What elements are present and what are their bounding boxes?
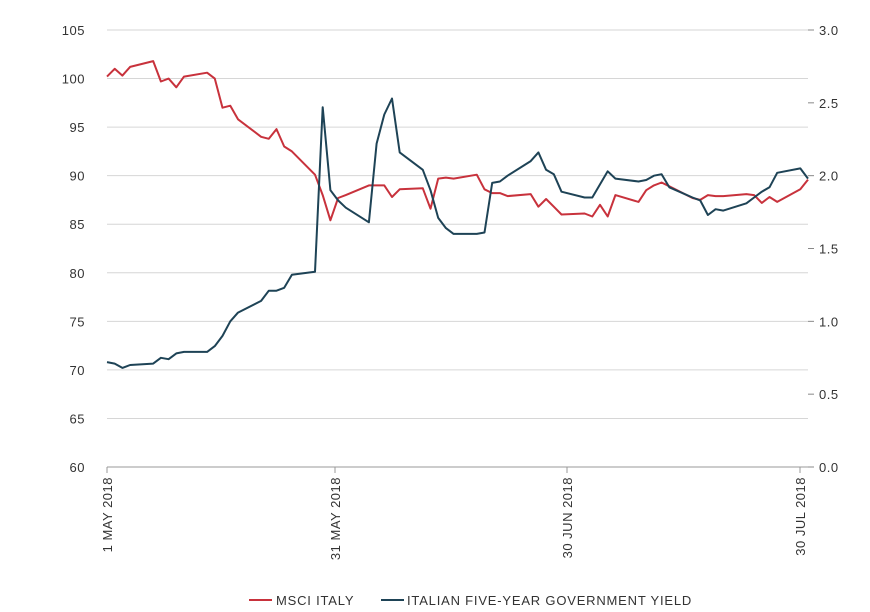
left-tick-label: 100 [62, 72, 85, 87]
right-axis-ticks: 0.0 0.5 1.0 1.5 2.0 2.5 3.0 [808, 23, 839, 475]
series-line-five-year-yield [106, 97, 809, 369]
right-tick-label: 0.5 [819, 387, 839, 402]
left-tick-label: 70 [70, 363, 85, 378]
series-lines [106, 60, 809, 369]
legend: MSCI ITALY ITALIAN FIVE-YEAR GOVERNMENT … [249, 593, 692, 608]
gridlines [107, 29, 808, 419]
left-tick-label: 75 [70, 314, 85, 329]
series-line-msci-italy [106, 60, 809, 222]
x-tick-label: 31 MAY 2018 [328, 477, 343, 560]
left-axis-ticks: 60 65 70 75 80 85 90 95 100 105 [62, 23, 85, 475]
x-tick-label: 1 MAY 2018 [100, 477, 115, 552]
right-tick-label: 1.0 [819, 314, 839, 329]
left-tick-label: 105 [62, 23, 85, 38]
x-tick-label: 30 JUL 2018 [793, 477, 808, 556]
left-tick-label: 65 [70, 411, 85, 426]
left-tick-label: 80 [70, 266, 85, 281]
x-tick-label: 30 JUN 2018 [560, 477, 575, 558]
legend-label-yield: ITALIAN FIVE-YEAR GOVERNMENT YIELD [407, 593, 692, 608]
right-tick-label: 2.5 [819, 96, 839, 111]
right-tick-label: 3.0 [819, 23, 839, 38]
right-tick-label: 0.0 [819, 460, 839, 475]
left-tick-label: 95 [70, 120, 85, 135]
left-tick-label: 60 [70, 460, 85, 475]
left-tick-label: 90 [70, 169, 85, 184]
right-tick-label: 2.0 [819, 169, 839, 184]
legend-label-msci: MSCI ITALY [276, 593, 354, 608]
left-tick-label: 85 [70, 217, 85, 232]
x-axis: 1 MAY 2018 31 MAY 2018 30 JUN 2018 30 JUL 2… [100, 466, 808, 560]
right-tick-label: 1.5 [819, 242, 839, 257]
